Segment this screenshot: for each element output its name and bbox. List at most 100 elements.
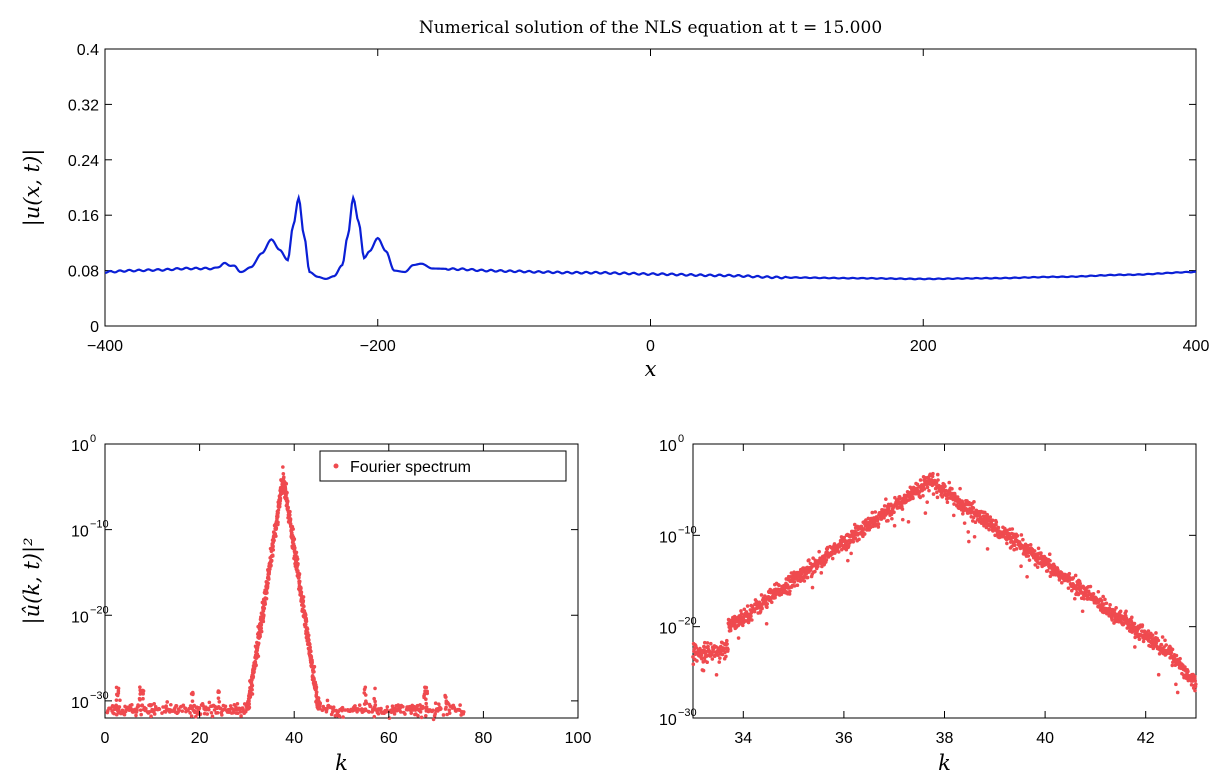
spectrum-point <box>962 521 967 525</box>
spectrum-point <box>935 495 940 500</box>
spectrum-point <box>288 509 292 514</box>
x-tick-label: 38 <box>936 730 954 747</box>
spectrum-point <box>1194 682 1198 687</box>
spectrum-point <box>269 558 274 563</box>
spectrum-point <box>251 674 256 679</box>
legend-marker <box>333 463 339 469</box>
spectrum-point <box>141 689 146 693</box>
spectrum-point <box>163 710 168 714</box>
spectrum-point <box>742 607 747 612</box>
spectrum-point <box>188 711 192 715</box>
spectrum-point <box>310 660 314 664</box>
spectrum-point <box>419 715 424 720</box>
spectrum-point <box>900 504 904 509</box>
spectrum-point <box>739 609 743 613</box>
spectrum-point <box>275 515 280 519</box>
spectrum-point <box>285 499 290 503</box>
spectrum-point <box>376 711 381 716</box>
spectrum-point <box>927 488 931 493</box>
spectrum-point <box>394 708 399 713</box>
spectrum-point <box>1141 639 1146 644</box>
spectrum-point <box>250 683 255 688</box>
spectrum-point <box>1137 637 1142 642</box>
spectrum-point <box>1132 621 1137 626</box>
spectrum-point <box>247 705 252 710</box>
spectrum-point <box>424 701 428 706</box>
bottom-left-plot-frame <box>104 443 579 719</box>
spectrum-point <box>189 714 194 718</box>
spectrum-point <box>711 649 716 654</box>
spectrum-point <box>769 600 774 605</box>
spectrum-point <box>197 706 202 711</box>
spectrum-point <box>788 589 792 593</box>
spectrum-point <box>1015 533 1020 538</box>
spectrum-point <box>720 652 725 657</box>
spectrum-point <box>911 496 915 501</box>
spectrum-point <box>846 543 851 548</box>
spectrum-point <box>217 700 222 704</box>
y-tick-label: 0.32 <box>68 97 99 114</box>
spectrum-point <box>117 705 122 709</box>
spectrum-point <box>921 493 925 498</box>
x-tick-label: 40 <box>285 730 303 747</box>
spectrum-point <box>714 645 719 649</box>
spectrum-point <box>900 517 905 522</box>
spectrum-point <box>725 638 729 643</box>
spectrum-point <box>291 527 295 531</box>
spectrum-point <box>216 696 221 700</box>
spectrum-point <box>292 545 297 550</box>
spectrum-point <box>387 716 392 720</box>
spectrum-point <box>876 525 881 529</box>
spectrum-point <box>461 710 466 714</box>
spectrum-point <box>759 593 764 597</box>
spectrum-point <box>816 564 820 569</box>
spectrum-point <box>431 708 435 713</box>
spectrum-point <box>318 706 322 711</box>
spectrum-point <box>401 704 405 709</box>
spectrum-point <box>292 537 297 542</box>
spectrum-point <box>882 516 886 520</box>
spectrum-point <box>958 486 962 491</box>
spectrum-point <box>1170 647 1175 652</box>
spectrum-point <box>805 575 810 580</box>
spectrum-point <box>223 704 228 709</box>
spectrum-point <box>749 614 753 619</box>
spectrum-point <box>1005 528 1009 533</box>
spectrum-point <box>152 712 157 716</box>
spectrum-point <box>247 699 251 703</box>
spectrum-point <box>1128 626 1133 630</box>
spectrum-point <box>765 605 769 610</box>
spectrum-point <box>1118 609 1123 614</box>
x-tick-label: 0 <box>646 338 655 355</box>
spectrum-point <box>254 663 258 668</box>
y-tick-label: 10 <box>659 621 677 638</box>
spectrum-point <box>138 708 143 712</box>
spectrum-point <box>752 609 757 614</box>
spectrum-point <box>437 702 441 706</box>
spectrum-point <box>1027 558 1032 562</box>
spectrum-point <box>418 710 423 714</box>
spectrum-point <box>416 713 420 718</box>
spectrum-point <box>741 623 745 628</box>
top-plot-frame <box>104 48 1197 327</box>
spectrum-point <box>303 622 308 627</box>
y-tick-label: 0.08 <box>68 264 99 281</box>
spectrum-point <box>694 646 699 650</box>
spectrum-point <box>343 708 347 712</box>
spectrum-point <box>458 703 462 707</box>
spectrum-point <box>120 708 125 713</box>
spectrum-point <box>1026 554 1031 558</box>
spectrum-point <box>423 689 427 693</box>
spectrum-point <box>205 712 210 716</box>
spectrum-point <box>160 711 164 715</box>
spectrum-point <box>1039 551 1043 555</box>
spectrum-point <box>308 642 312 647</box>
spectrum-point <box>308 645 312 650</box>
spectrum-point <box>987 527 991 532</box>
spectrum-point <box>940 495 945 499</box>
spectrum-point <box>1066 586 1071 590</box>
spectrum-point <box>1108 603 1112 607</box>
spectrum-point <box>340 708 344 713</box>
